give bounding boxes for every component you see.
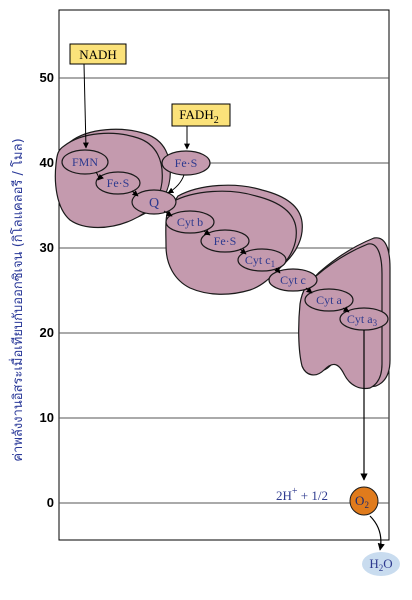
tick-50: 50 [40, 70, 54, 85]
carrier-q-shape [131, 189, 177, 215]
carriers [61, 149, 389, 331]
carrier-cytb-label: Cyt b [177, 215, 203, 229]
carrier-cyta-shape [304, 288, 354, 312]
arrow-fes2-q [167, 174, 185, 194]
arrow-fes3-cytc1 [239, 248, 247, 255]
carrier-fes3-shape [200, 229, 250, 253]
arrow-o2-h2o [369, 515, 385, 551]
tick-0: 0 [47, 495, 54, 510]
tick-30: 30 [40, 240, 54, 255]
y-axis-label: ค่าพลังงานอิสระเมื่อเทียบกับออกซิเจน (กิ… [9, 138, 26, 461]
carrier-fes1-label: Fe·S [107, 176, 130, 190]
nadh-box [69, 43, 127, 65]
carrier-fmn-shape [61, 149, 109, 175]
carrier-cytc-shape [268, 268, 318, 292]
o2-circle [349, 486, 379, 516]
tick-10: 10 [40, 410, 54, 425]
tick-40: 40 [40, 155, 54, 170]
arrow-cytc1-cytc [274, 266, 281, 274]
o2-label: O2 [355, 493, 369, 510]
carrier-fes1-shape [95, 171, 141, 195]
arrow-q-cytb [163, 210, 173, 217]
fadh2-label: FADH2 [179, 107, 218, 126]
carrier-fes2-label: Fe·S [175, 156, 198, 170]
arrow-cyta-cyta3 [342, 306, 350, 313]
carrier-cyta3-label: Cyt a3 [347, 312, 378, 328]
carrier-fes2-shape [161, 150, 211, 176]
fadh2-box [171, 103, 231, 127]
carrier-fmn-label: FMN [72, 155, 98, 169]
tick-20: 20 [40, 325, 54, 340]
h2o-bubble [362, 552, 400, 576]
nadh-input: NADH [69, 43, 127, 149]
carrier-cytb-shape [165, 210, 215, 234]
electron-flow-arrows [95, 171, 350, 313]
arrow-cytb-fes3 [203, 229, 211, 236]
fadh2-input: FADH2 [171, 103, 231, 150]
nadh-label: NADH [79, 47, 117, 62]
carrier-cyta-label: Cyt a [316, 293, 342, 307]
carrier-fes3-label: Fe·S [214, 234, 237, 248]
arrow-cytc-cyta [305, 287, 313, 294]
carrier-q-label: Q [149, 196, 159, 211]
arrow-fmn-fes1 [95, 171, 104, 181]
proton-oxygen-equation: 2H+ + 1/2 [276, 486, 328, 503]
h2o-label: H2O [369, 556, 392, 573]
carrier-labels: FMN Fe·S Fe·S Q Cyt b Fe·S Cyt c1 Cyt c … [72, 155, 378, 328]
y-tick-labels: 50 40 30 20 10 0 [40, 70, 54, 510]
nadh-arrow [82, 63, 89, 149]
carrier-cytc-label: Cyt c [280, 273, 306, 287]
arrow-fes1-q [131, 190, 139, 197]
carrier-cytc1-label: Cyt c1 [245, 253, 275, 269]
carrier-cytc1-shape [237, 248, 287, 272]
